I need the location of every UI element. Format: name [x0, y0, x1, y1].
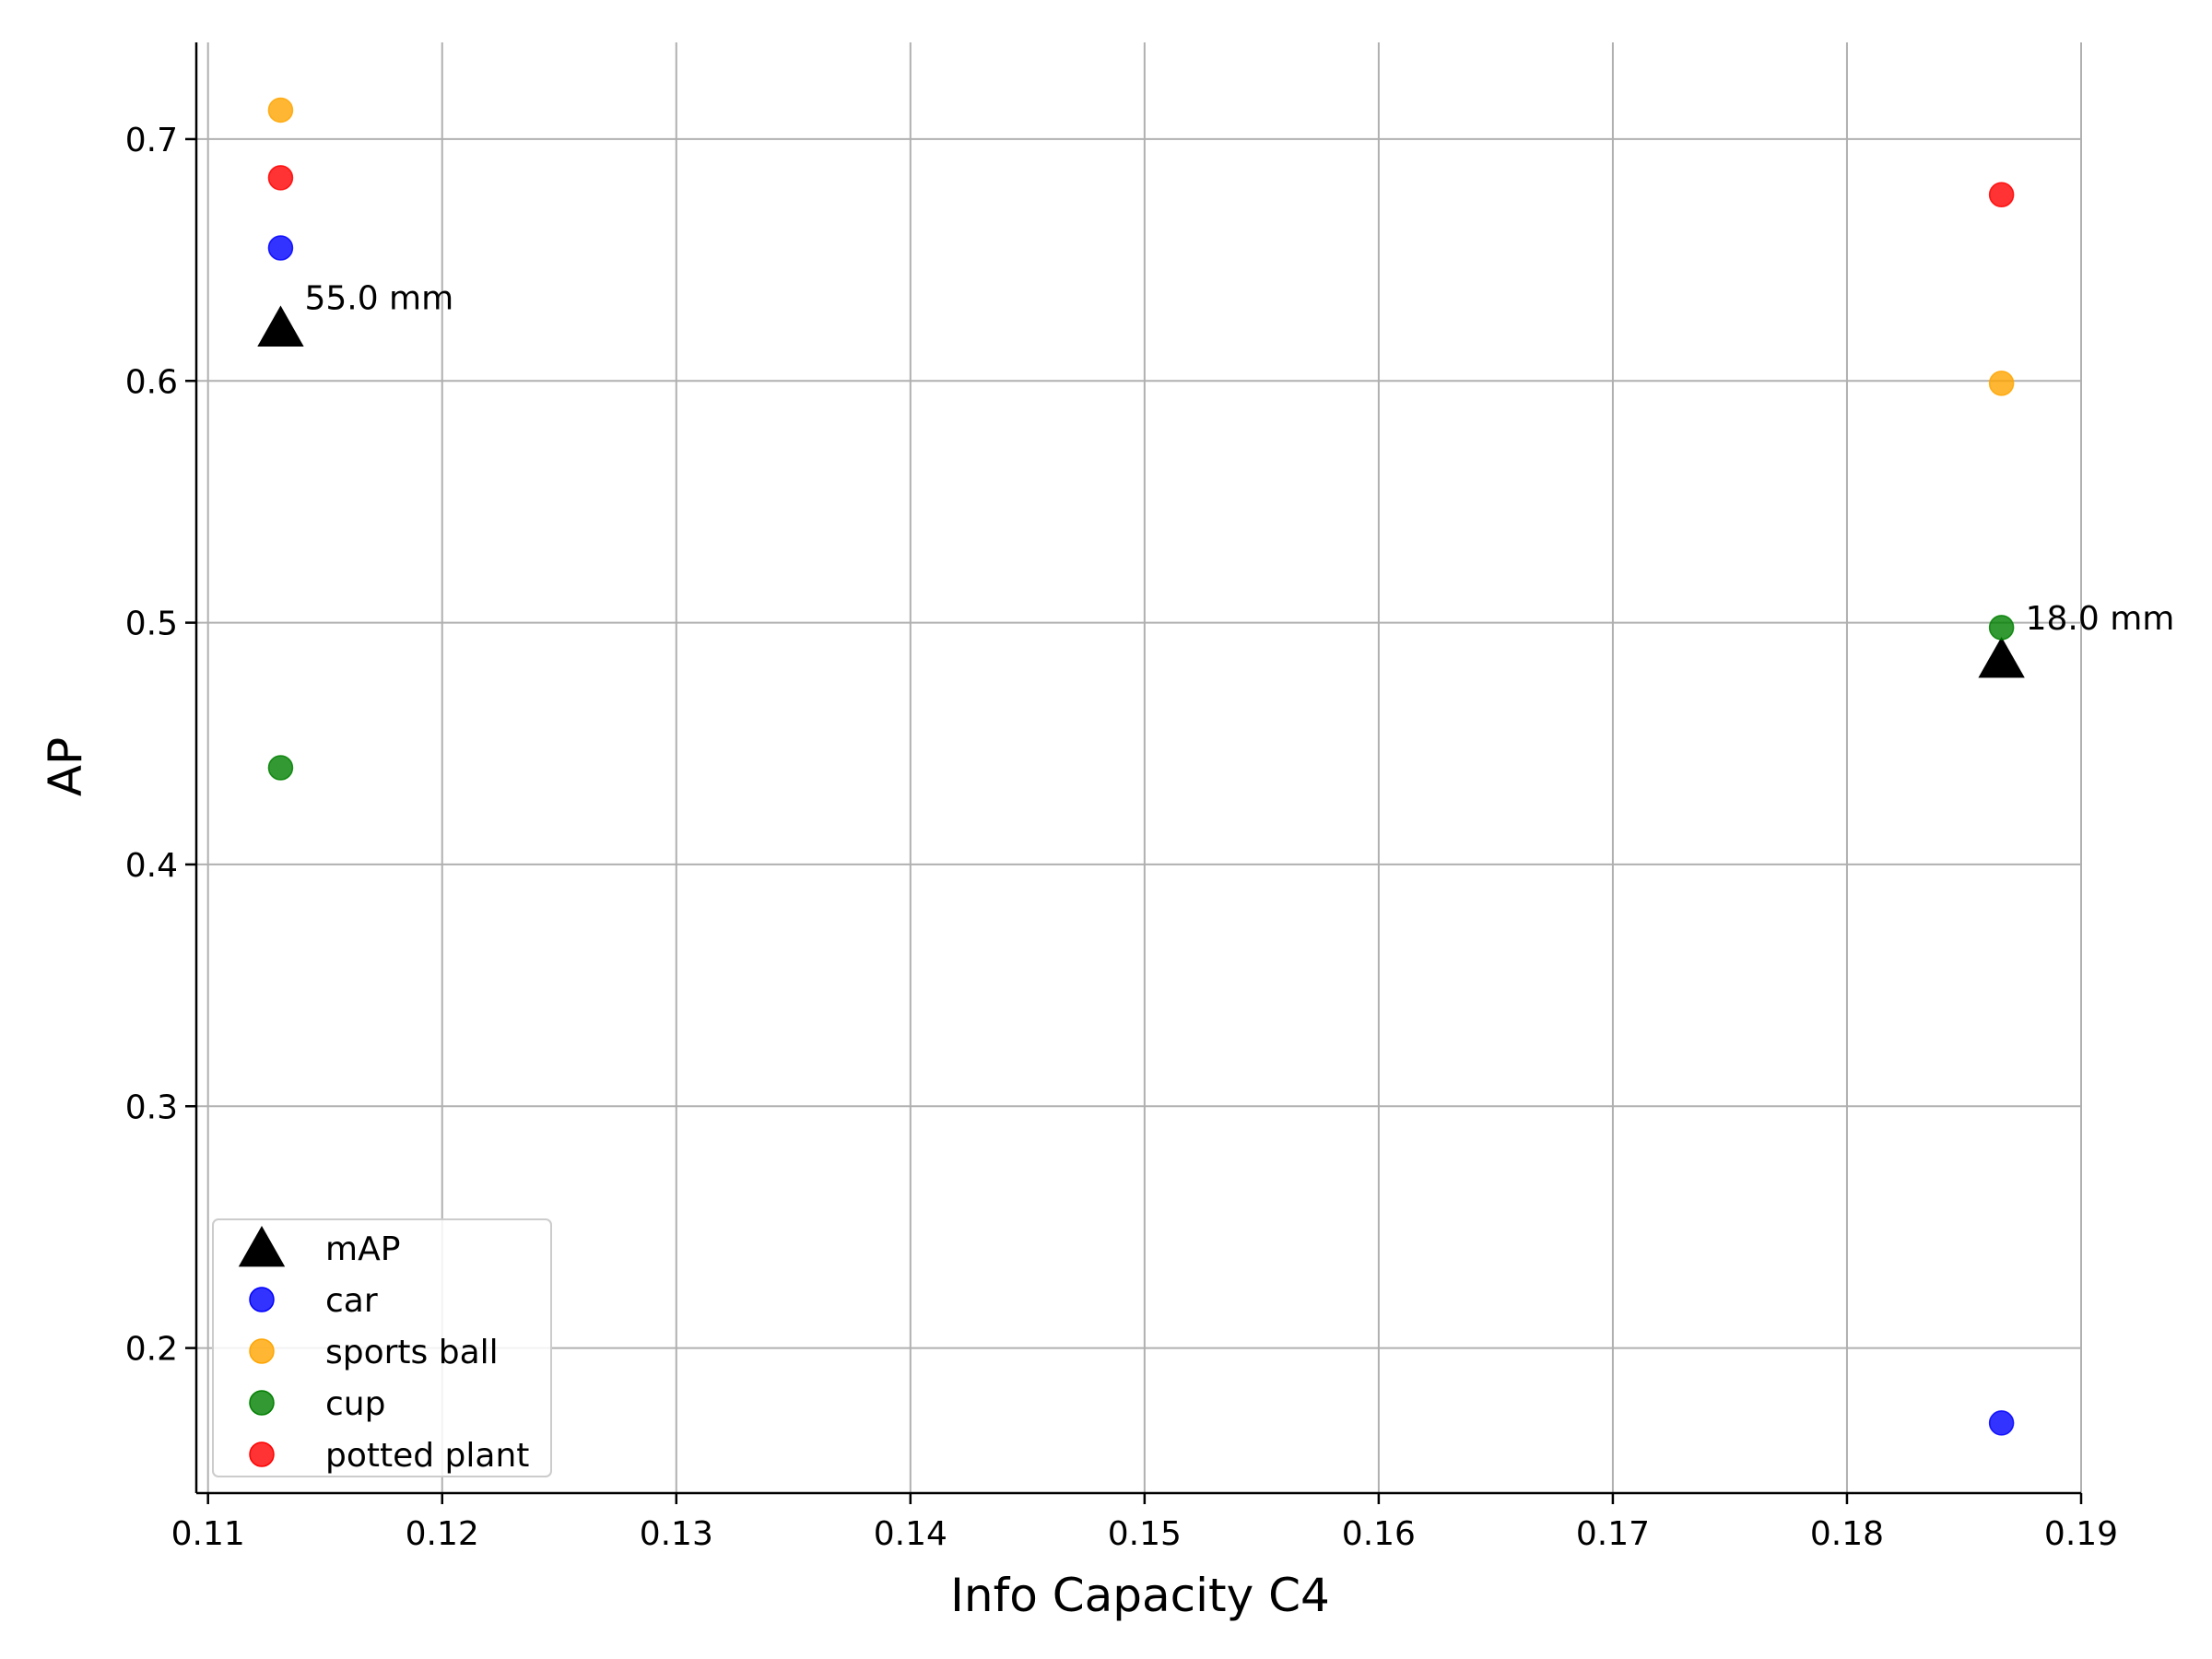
point-potted-plant: [267, 165, 294, 191]
legend-marker-cup: [249, 1390, 275, 1416]
x-axis-title: Info Capacity C4: [950, 1569, 1330, 1622]
legend-frame: [212, 1218, 552, 1477]
annotations: 55.0 mm 18.0 mm: [304, 280, 2174, 638]
y-axis-title: AP: [39, 737, 92, 796]
legend-label-cup: cup: [325, 1385, 385, 1423]
x-tick-label: 0.13: [640, 1515, 713, 1553]
point-potted-plant: [1988, 182, 2015, 208]
legend-marker-map: [238, 1226, 286, 1267]
legend-marker-potted-plant: [249, 1441, 275, 1467]
y-tick-label: 0.7: [125, 122, 178, 159]
x-tick-label: 0.14: [874, 1515, 947, 1553]
point-annotation: 18.0 mm: [2026, 600, 2175, 638]
y-tick-label: 0.2: [125, 1331, 178, 1369]
legend-label-potted-plant: potted plant: [325, 1437, 529, 1475]
legend-label-car: car: [325, 1282, 378, 1320]
point-map: [1978, 636, 2025, 678]
point-annotation: 55.0 mm: [304, 280, 453, 318]
legend-marker-car: [249, 1287, 275, 1312]
x-tick-label: 0.16: [1342, 1515, 1416, 1553]
x-tick-label: 0.18: [1810, 1515, 1884, 1553]
legend-marker-sports-ball: [249, 1338, 275, 1364]
point-car: [267, 235, 294, 261]
legend: mAP car sports ball cup potted plant: [212, 1218, 552, 1477]
point-sports-ball: [1988, 371, 2015, 396]
x-tick-label: 0.19: [2044, 1515, 2118, 1553]
y-tick-label: 0.6: [125, 363, 178, 401]
grid: [196, 42, 2082, 1493]
legend-label-map: mAP: [325, 1230, 400, 1268]
point-map: [257, 305, 304, 347]
y-tick-label: 0.4: [125, 847, 178, 885]
point-cup: [267, 755, 294, 781]
x-tick-label: 0.12: [406, 1515, 479, 1553]
axes-spines: [194, 42, 2081, 1495]
axis-ticks: 0.11 0.12 0.13 0.14 0.15 0.16 0.17 0.18 0.19 0.2 0…: [125, 122, 2118, 1553]
point-cup: [1988, 615, 2015, 641]
y-tick-label: 0.3: [125, 1088, 178, 1126]
y-tick-label: 0.5: [125, 606, 178, 643]
point-car: [1988, 1410, 2015, 1436]
x-tick-label: 0.11: [171, 1515, 245, 1553]
x-tick-label: 0.15: [1108, 1515, 1182, 1553]
point-sports-ball: [267, 97, 294, 124]
x-tick-label: 0.17: [1576, 1515, 1650, 1553]
data-points: [257, 97, 2025, 1436]
legend-label-sports-ball: sports ball: [325, 1334, 499, 1371]
